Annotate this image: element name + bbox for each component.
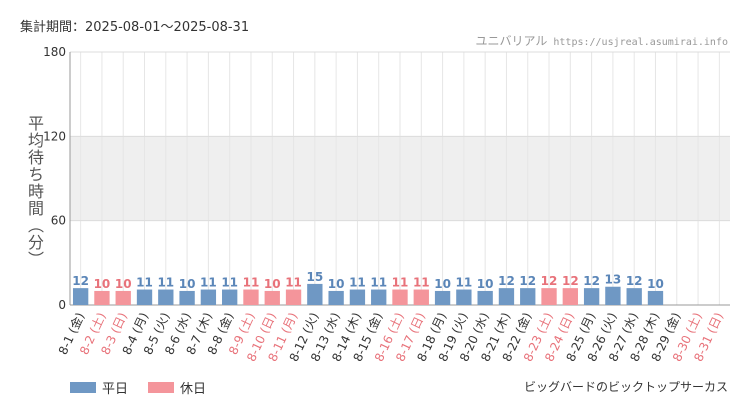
bar-value-label: 10: [434, 277, 451, 291]
bar-value-label: 12: [541, 274, 558, 288]
bar-value-label: 11: [243, 276, 260, 290]
y-tick-label: 180: [43, 45, 66, 59]
bar: [562, 288, 578, 305]
bar-value-label: 11: [392, 276, 409, 290]
bar: [72, 288, 89, 305]
bar: [626, 288, 642, 305]
bar: [605, 286, 621, 305]
bar-value-label: 10: [647, 277, 664, 291]
bar: [94, 290, 110, 305]
bar: [285, 289, 302, 305]
bar-value-label: 11: [285, 276, 302, 290]
bar-value-label: 12: [562, 274, 579, 288]
bar-value-label: 10: [477, 277, 494, 291]
bar: [115, 290, 131, 305]
bar: [222, 289, 238, 305]
bar-value-label: 11: [136, 276, 153, 290]
bar: [456, 289, 472, 305]
weekday-swatch: [70, 382, 96, 393]
legend: 平日 休日: [70, 378, 206, 397]
bar-value-label: 10: [328, 277, 345, 291]
bar: [477, 290, 493, 305]
y-tick-label: 60: [51, 214, 66, 228]
brand-name: ユニバリアル: [475, 34, 548, 48]
bar: [413, 289, 429, 305]
y-tick-label: 120: [43, 129, 66, 143]
bar-value-label: 11: [456, 276, 473, 290]
bar-value-label: 10: [94, 277, 111, 291]
bar-value-label: 11: [200, 276, 217, 290]
bar-value-label: 12: [72, 274, 89, 288]
bar-value-label: 11: [413, 276, 430, 290]
y-axis-label: 平均待ち時間（分）: [25, 115, 44, 268]
holiday-swatch: [148, 382, 175, 393]
bar: [583, 288, 600, 305]
bar-value-label: 10: [179, 277, 196, 291]
bar-value-label: 11: [370, 276, 387, 290]
bar: [392, 289, 408, 305]
y-tick-label: 0: [58, 298, 66, 312]
bar: [243, 289, 259, 305]
bar: [647, 290, 664, 305]
bar: [158, 289, 174, 305]
bar-value-label: 10: [115, 277, 132, 291]
bar: [200, 289, 217, 305]
bar: [307, 283, 323, 305]
bar-value-label: 13: [605, 273, 622, 287]
bar-value-label: 12: [498, 274, 515, 288]
bar: [136, 289, 153, 305]
bar: [434, 290, 451, 305]
bar-value-label: 11: [157, 276, 174, 290]
bar: [179, 290, 195, 305]
attraction-name: ビッグバードのビックトップサーカス: [523, 380, 728, 394]
bar: [541, 288, 557, 305]
bar-value-label: 11: [221, 276, 238, 290]
bar: [264, 290, 280, 305]
bar-value-label: 11: [349, 276, 366, 290]
bar-value-label: 12: [583, 274, 600, 288]
bar-value-label: 15: [306, 270, 323, 284]
bar-value-label: 12: [626, 274, 643, 288]
bar: [520, 288, 536, 305]
legend-item-holiday: 休日: [148, 378, 206, 397]
site-brand: ユニバリアル https://usjreal.asumirai.info: [476, 32, 729, 49]
legend-label-holiday: 休日: [180, 382, 207, 397]
bar: [328, 290, 344, 305]
bar: [371, 289, 387, 305]
bar-value-label: 12: [519, 274, 536, 288]
collection-period: 集計期間：2025-08-01～2025-08-31: [20, 20, 250, 35]
legend-item-weekday: 平日: [70, 378, 128, 397]
bar: [498, 288, 515, 305]
brand-url: https://usjreal.asumirai.info: [553, 37, 728, 48]
bar: [349, 289, 366, 305]
bar-value-label: 10: [264, 277, 281, 291]
legend-label-weekday: 平日: [102, 382, 129, 397]
